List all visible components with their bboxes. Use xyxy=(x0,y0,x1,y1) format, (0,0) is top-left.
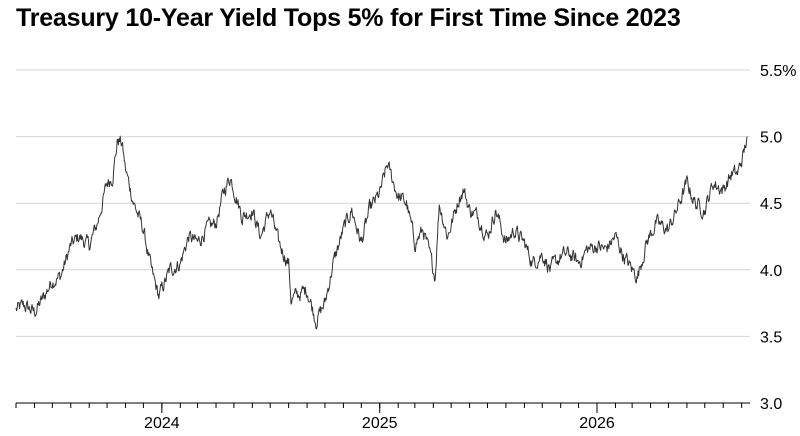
y-tick-label: 4.0 xyxy=(760,263,782,280)
x-axis: 2024 2025 2026 xyxy=(15,402,750,432)
y-axis-ticks: 3.0 3.5 4.0 4.5 5.0 5.5% xyxy=(760,63,796,413)
y-tick-label: 5.5% xyxy=(760,63,796,80)
y-tick-label: 3.5 xyxy=(760,329,782,346)
x-tick-label: 2025 xyxy=(362,415,398,432)
x-tick-label: 2026 xyxy=(579,415,615,432)
x-tick-label: 2024 xyxy=(144,415,180,432)
gridlines xyxy=(16,69,750,337)
chart-title: Treasury 10-Year Yield Tops 5% for First… xyxy=(16,4,681,32)
y-tick-label: 3.0 xyxy=(760,396,782,413)
y-tick-label: 4.5 xyxy=(760,196,782,213)
y-tick-label: 5.0 xyxy=(760,130,782,147)
series-line xyxy=(15,135,748,330)
series-layer xyxy=(15,135,748,330)
